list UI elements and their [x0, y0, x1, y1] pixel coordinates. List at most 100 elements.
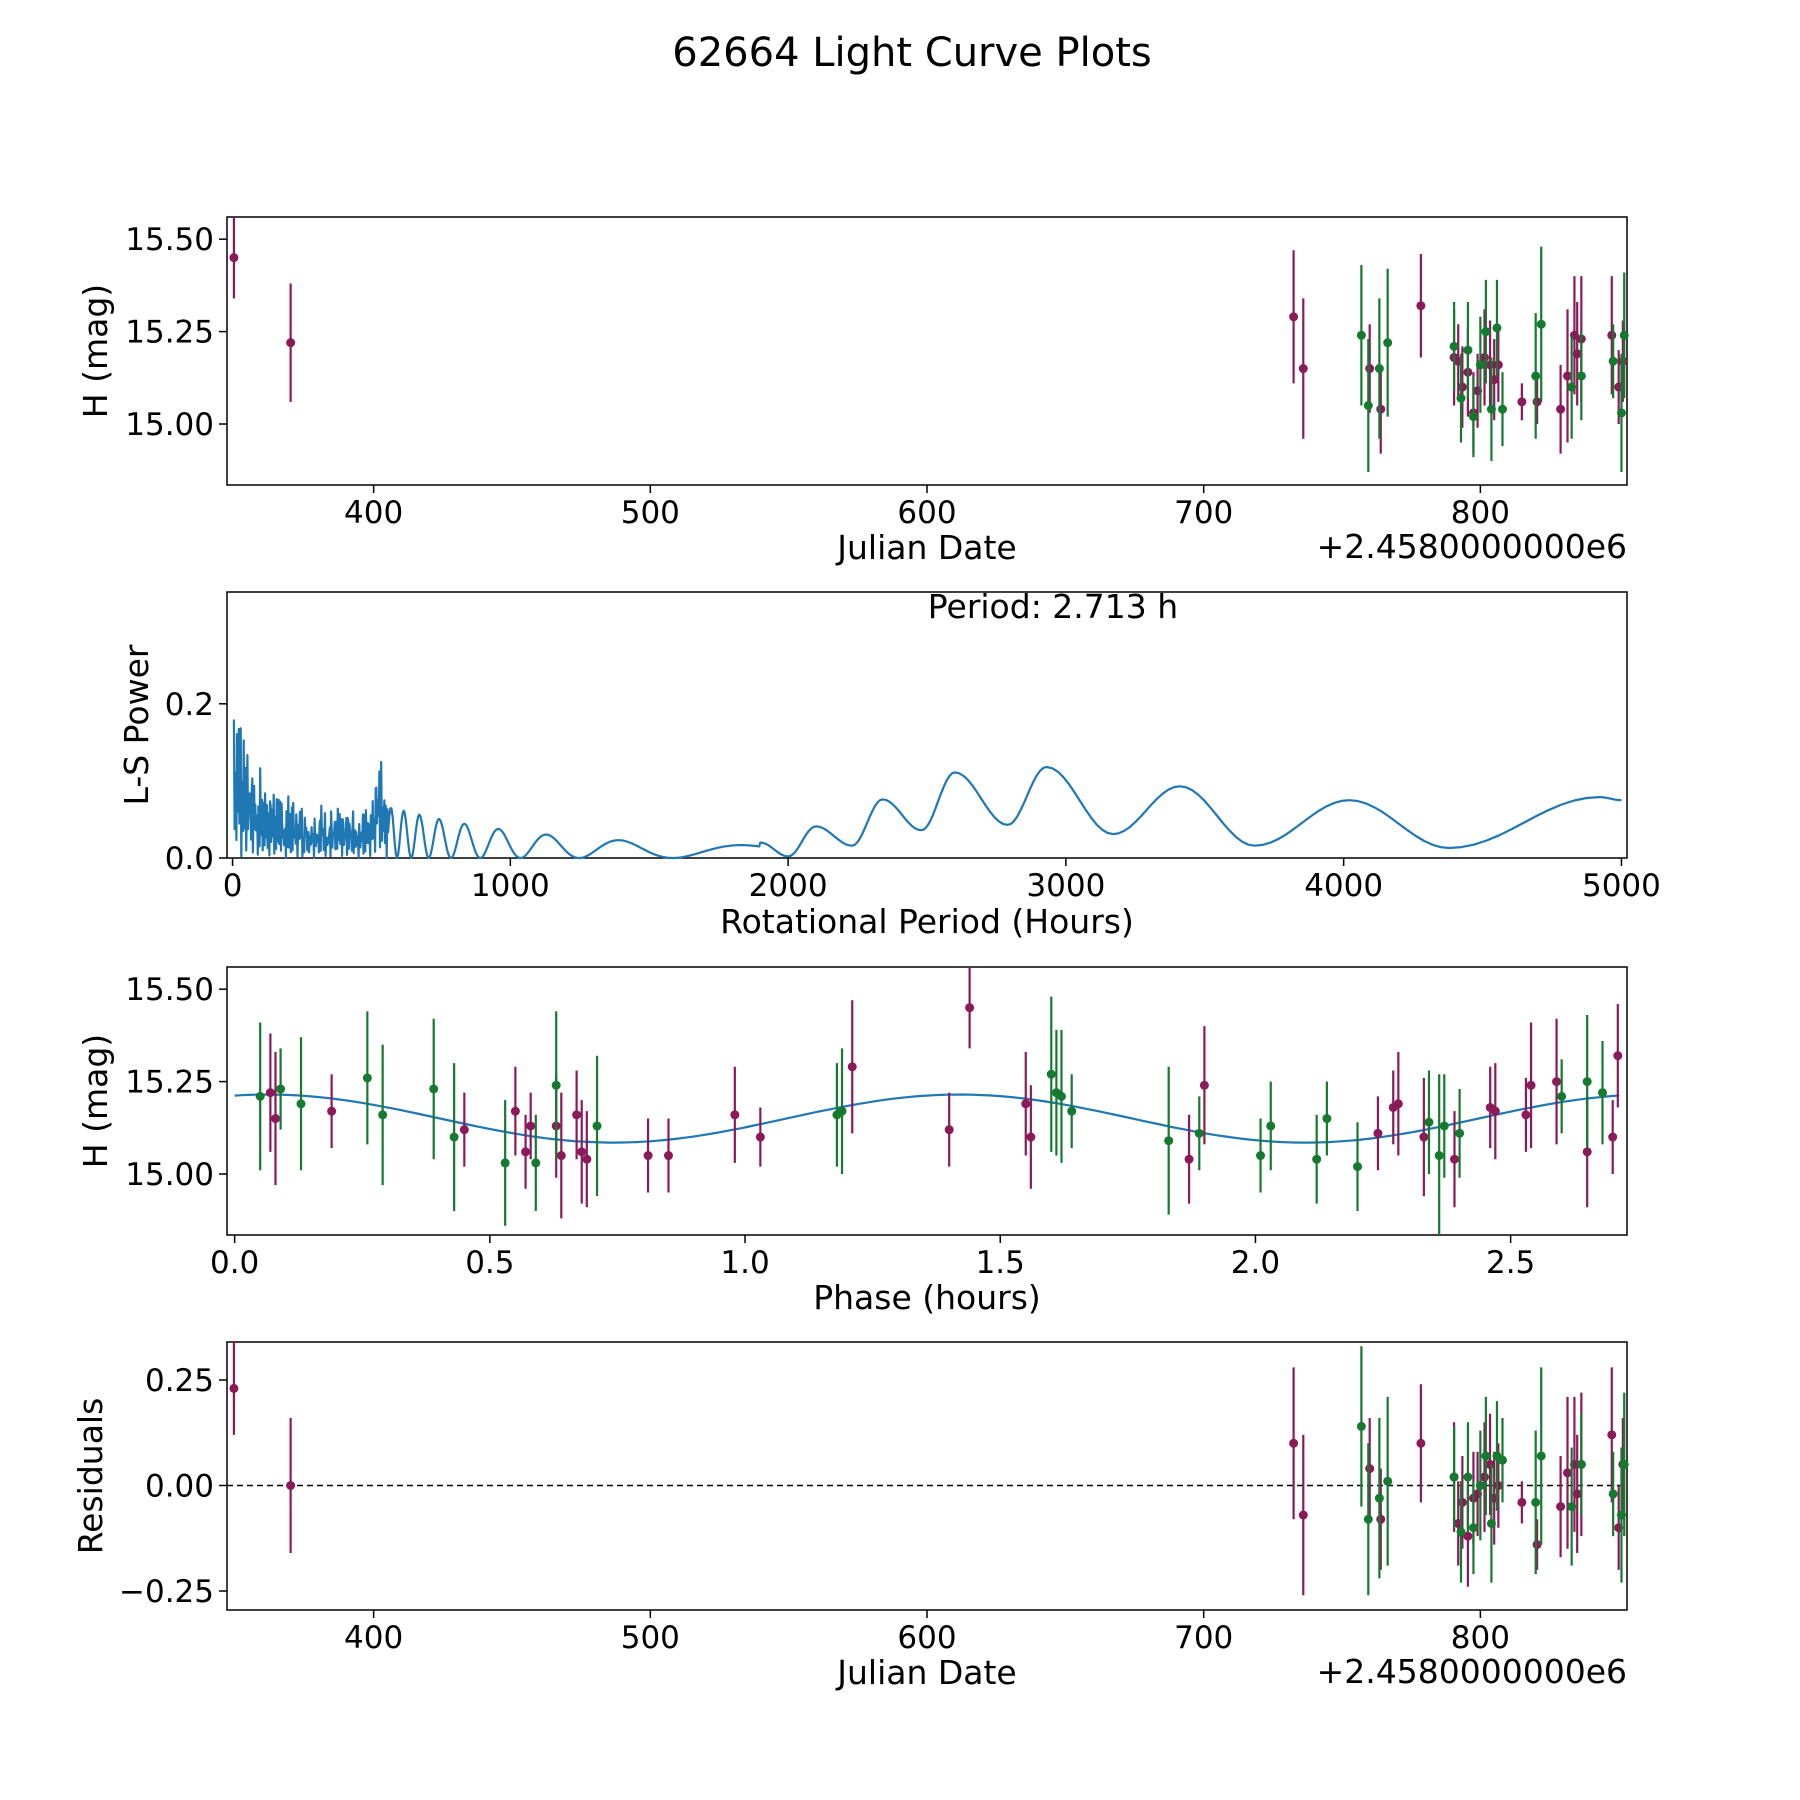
green-data-point: [1582, 1077, 1592, 1087]
green-data-point: [378, 1110, 388, 1120]
magenta-data-point: [1449, 1154, 1459, 1164]
magenta-data-point: [1376, 404, 1386, 414]
green-data-point: [1194, 1128, 1204, 1138]
green-data-point: [1475, 360, 1485, 370]
green-data-point: [1067, 1106, 1077, 1116]
green-data-point: [1567, 1502, 1577, 1512]
green-data-point: [1455, 1128, 1465, 1138]
magenta-data-point: [265, 1088, 275, 1098]
magenta-data-point: [229, 1383, 239, 1393]
y-tick-label: 0.0: [165, 841, 214, 877]
green-data-point: [362, 1073, 372, 1083]
magenta-data-point: [1289, 1438, 1299, 1448]
green-data-point: [1468, 412, 1478, 422]
magenta-data-point: [1373, 1128, 1383, 1138]
green-data-point: [296, 1099, 306, 1109]
magenta-data-point: [459, 1125, 469, 1135]
magenta-data-point: [556, 1151, 566, 1161]
magenta-data-point: [1289, 312, 1299, 322]
green-data-point: [1383, 338, 1393, 348]
magenta-data-point: [1608, 1132, 1618, 1142]
magenta-data-point: [572, 1110, 582, 1120]
green-data-point: [1557, 1091, 1567, 1101]
period-annotation: Period: 2.713 h: [928, 587, 1178, 626]
green-data-point: [1356, 330, 1366, 340]
y-tick-label: −0.25: [119, 1574, 214, 1610]
lightcurve-xlabel: Julian Date: [835, 528, 1017, 567]
y-tick-label: 15.50: [125, 972, 214, 1008]
green-data-point: [1256, 1151, 1266, 1161]
green-data-point: [1619, 330, 1629, 340]
green-data-point: [1536, 1451, 1546, 1461]
y-tick-label: 0.00: [145, 1468, 214, 1504]
x-tick-label: 0.0: [210, 1245, 259, 1281]
magenta-data-point: [526, 1121, 536, 1131]
residuals-frame: [226, 1341, 1628, 1611]
magenta-data-point: [663, 1151, 673, 1161]
lightcurve-offset-text: +2.4580000000e6: [1317, 527, 1627, 566]
x-tick-label: 5000: [1582, 868, 1661, 904]
magenta-data-point: [1457, 382, 1467, 392]
magenta-data-point: [965, 1003, 975, 1013]
green-data-point: [1434, 1151, 1444, 1161]
green-data-point: [1497, 1455, 1507, 1465]
y-tick-label: 15.50: [125, 222, 214, 258]
magenta-data-point: [1376, 1514, 1386, 1524]
green-data-point: [1046, 1069, 1056, 1079]
magenta-data-point: [1607, 330, 1617, 340]
magenta-data-point: [1419, 1132, 1429, 1142]
x-tick-label: 3000: [1026, 868, 1105, 904]
green-data-point: [1531, 371, 1541, 381]
green-data-point: [1486, 404, 1496, 414]
magenta-data-point: [643, 1151, 653, 1161]
residuals-ylabel: Residuals: [71, 1398, 110, 1555]
green-data-point: [1322, 1114, 1332, 1124]
green-data-point: [429, 1084, 439, 1094]
green-data-point: [1164, 1136, 1174, 1146]
green-data-point: [1353, 1162, 1363, 1172]
magenta-data-point: [1572, 349, 1582, 359]
magenta-data-point: [1563, 1468, 1573, 1478]
green-data-point: [255, 1091, 265, 1101]
x-tick-label: 2000: [749, 868, 828, 904]
x-tick-label: 600: [897, 495, 956, 531]
magenta-data-point: [1517, 397, 1527, 407]
green-data-point: [1449, 341, 1459, 351]
x-tick-label: 2.0: [1231, 1245, 1280, 1281]
magenta-data-point: [582, 1154, 592, 1164]
green-data-point: [1481, 327, 1491, 337]
lightcurve-ylabel: H (mag): [76, 284, 115, 418]
magenta-data-point: [1526, 1080, 1536, 1090]
magenta-data-point: [755, 1132, 765, 1142]
x-tick-label: 800: [1451, 495, 1510, 531]
figure-title: 62664 Light Curve Plots: [672, 30, 1151, 76]
green-data-point: [1497, 404, 1507, 414]
x-tick-label: 1.0: [720, 1245, 769, 1281]
x-tick-label: 600: [897, 1620, 956, 1656]
green-data-point: [1363, 1514, 1373, 1524]
magenta-data-point: [1298, 364, 1308, 374]
y-tick-label: 15.00: [125, 407, 214, 443]
magenta-data-point: [521, 1147, 531, 1157]
magenta-data-point: [944, 1125, 954, 1135]
magenta-data-point: [286, 1480, 296, 1490]
x-tick-label: 1.5: [976, 1245, 1025, 1281]
magenta-data-point: [1365, 1464, 1375, 1474]
green-data-point: [1608, 1489, 1618, 1499]
magenta-data-point: [229, 253, 239, 263]
magenta-data-point: [510, 1106, 520, 1116]
phased-panel: Phase (hours) H (mag) 0.0 0.5 1.0 1.5 2.0 2.5…: [76, 966, 1628, 1317]
green-data-point: [1439, 1121, 1449, 1131]
x-tick-label: 700: [1174, 495, 1233, 531]
green-data-point: [449, 1132, 459, 1142]
y-tick-label: 0.25: [145, 1363, 214, 1399]
green-data-point: [1456, 1527, 1466, 1537]
green-data-point: [1468, 1523, 1478, 1533]
residuals-panel: Julian Date Residuals +2.4580000000e6 40…: [71, 1341, 1629, 1692]
x-tick-label: 0: [223, 868, 243, 904]
magenta-data-point: [1457, 1497, 1467, 1507]
green-data-point: [1374, 1493, 1384, 1503]
x-tick-label: 1000: [471, 868, 550, 904]
magenta-data-point: [270, 1114, 280, 1124]
